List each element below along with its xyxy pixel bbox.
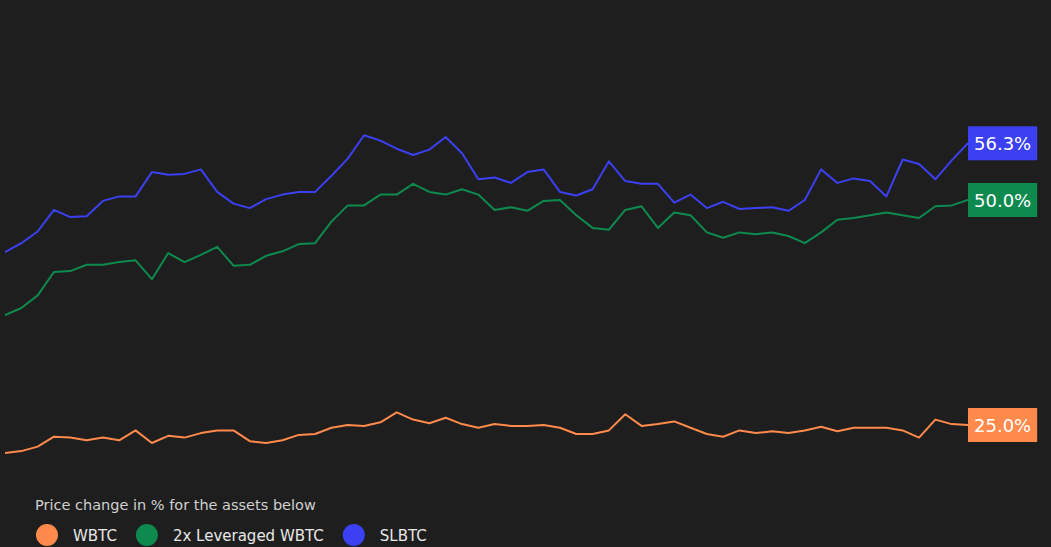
chart: 25.0% 50.0% 56.3% Price change in % for the… [0,0,1051,547]
legend-title: Price change in % for the assets below [35,497,316,513]
value-label-box [968,408,1037,442]
legend-swatch [36,524,58,546]
value-label-text: 56.3% [974,133,1031,154]
value-label: 25.0% [968,408,1037,442]
legend-label: 2x Leveraged WBTC [173,527,324,545]
series-line [5,135,968,252]
value-label-text: 25.0% [974,415,1031,436]
series-line [5,184,968,315]
plot-area [5,135,968,453]
series-line [5,412,968,453]
legend-label: WBTC [73,527,117,545]
value-label-text: 50.0% [974,190,1031,211]
legend-swatch [136,524,158,546]
end-labels: 25.0% 50.0% 56.3% [968,126,1037,442]
legend-swatch [343,524,365,546]
value-label-box [968,183,1037,217]
legend: Price change in % for the assets below WB… [35,497,427,546]
background [0,0,1051,547]
value-label: 50.0% [968,183,1037,217]
value-label: 56.3% [968,126,1037,160]
legend-label: SLBTC [380,527,427,545]
value-label-box [968,126,1037,160]
